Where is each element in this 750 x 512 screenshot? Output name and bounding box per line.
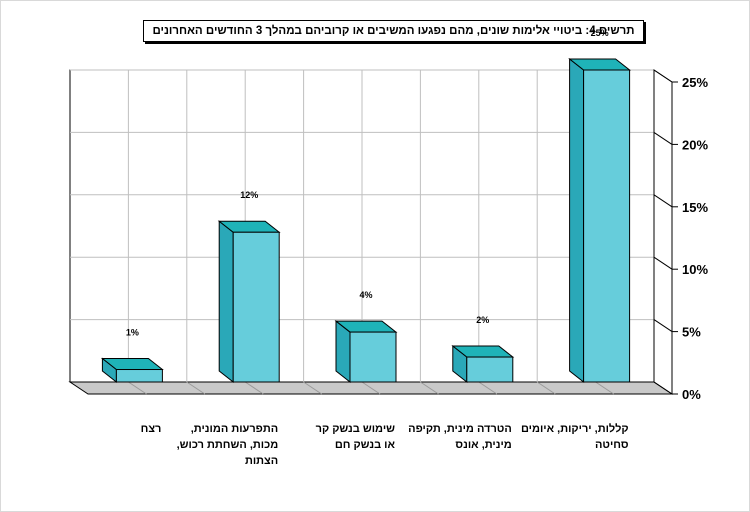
- axis-tick-slant: [653, 256, 673, 270]
- axis-tick-slant: [653, 69, 673, 83]
- bar: [583, 69, 631, 383]
- y-tick-label: 5%: [682, 325, 701, 340]
- axis-tick-slant: [653, 381, 673, 395]
- y-tick-label: 25%: [682, 75, 708, 90]
- bar: [115, 369, 163, 383]
- chart-side-wall: [653, 69, 673, 395]
- floor-grid-line: [595, 381, 614, 395]
- x-tick-label: התפרעות המונית, מכות, השחתת רכוש, הצתות: [176, 423, 279, 467]
- floor-grid-line: [420, 381, 439, 395]
- y-tick-label: 20%: [682, 137, 708, 152]
- axis-tick-slant: [653, 131, 673, 145]
- data-label: 2%: [476, 315, 489, 325]
- data-label: 1%: [126, 328, 139, 338]
- floor-grid-line: [303, 381, 322, 395]
- x-tick-label: רצח: [140, 423, 162, 435]
- y-tick-label: 0%: [682, 387, 701, 402]
- floor-grid-line: [361, 381, 381, 395]
- floor-grid-line: [478, 381, 498, 395]
- bar: [349, 331, 397, 383]
- axis-tick-slant: [653, 319, 673, 333]
- axis-tick-slant: [653, 194, 673, 208]
- bar: [466, 356, 514, 383]
- floor-grid-line: [186, 381, 206, 395]
- floor-grid-line: [128, 381, 147, 395]
- chart-title: תרשים 4: ביטויי אלימות שונים, מהם נפגעו …: [152, 25, 635, 37]
- bar-side: [218, 220, 234, 384]
- y-tick-label: 10%: [682, 262, 708, 277]
- data-label: 4%: [359, 290, 372, 300]
- floor-grid-line: [536, 381, 556, 395]
- floor-grid-line: [244, 381, 264, 395]
- data-label: 12%: [240, 190, 258, 200]
- bar: [232, 231, 280, 383]
- x-tick-label: קללות, יריקות, איומים סחיטה: [520, 423, 629, 451]
- chart-title-box: תרשים 4: ביטויי אלימות שונים, מהם נפגעו …: [143, 20, 644, 42]
- x-tick-label: הטרדה מינית, תקיפה מינית, אונס: [408, 423, 512, 451]
- bar-side: [569, 57, 585, 384]
- y-tick-label: 15%: [682, 200, 708, 215]
- data-label: 25%: [591, 28, 609, 38]
- x-tick-label: שימוש בנשק קר או בנשק חם: [315, 423, 395, 451]
